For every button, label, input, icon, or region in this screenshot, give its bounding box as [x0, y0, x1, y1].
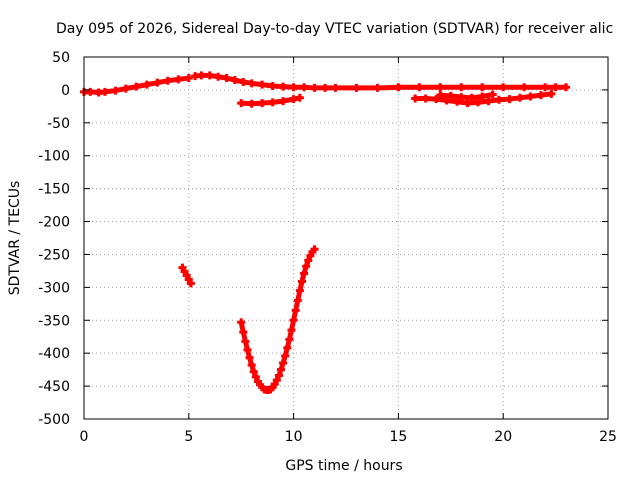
x-tick-label: 0 [80, 429, 89, 445]
data-series [411, 89, 556, 108]
data-series [178, 263, 195, 288]
x-tick-label: 15 [389, 429, 407, 445]
data-series [436, 90, 497, 102]
y-axis-label: SDTVAR / TECUs [7, 181, 23, 296]
data-series [80, 74, 193, 97]
x-tick-label: 5 [184, 429, 193, 445]
y-tick-label: -100 [38, 149, 70, 165]
data-point [184, 74, 193, 83]
plot-frame [83, 56, 609, 420]
x-tick-label: 25 [599, 429, 617, 445]
data-point [562, 83, 571, 92]
y-tick-label: -500 [38, 412, 70, 428]
data-series [237, 245, 319, 395]
x-axis-label: GPS time / hours [285, 458, 402, 474]
y-tick-label: -150 [38, 182, 70, 198]
y-tick-label: -300 [38, 280, 70, 296]
y-tick-label: -400 [38, 346, 70, 362]
data-point [547, 89, 556, 98]
axis-ticks: 0 5 10 15 20 25 50 0 -50 -100 -150 -200 -250 -300 -350… [38, 50, 617, 445]
chart-title: Day 095 of 2026, Sidereal Day-to-day VTE… [56, 21, 613, 37]
y-tick-label: -350 [38, 313, 70, 329]
data-point [295, 93, 304, 102]
y-tick-label: 0 [61, 83, 70, 99]
data-points [80, 71, 571, 395]
data-series [191, 71, 571, 92]
x-tick-label: 10 [285, 429, 303, 445]
x-tick-label: 20 [494, 429, 512, 445]
data-point [186, 279, 195, 288]
y-tick-label: -450 [38, 379, 70, 395]
grid [84, 57, 608, 419]
y-tick-label: -250 [38, 247, 70, 263]
data-point [488, 90, 497, 99]
y-tick-label: -50 [47, 116, 70, 132]
y-tick-label: 50 [52, 50, 70, 66]
data-series [237, 93, 304, 108]
y-tick-label: -200 [38, 215, 70, 231]
data-point [310, 245, 319, 254]
